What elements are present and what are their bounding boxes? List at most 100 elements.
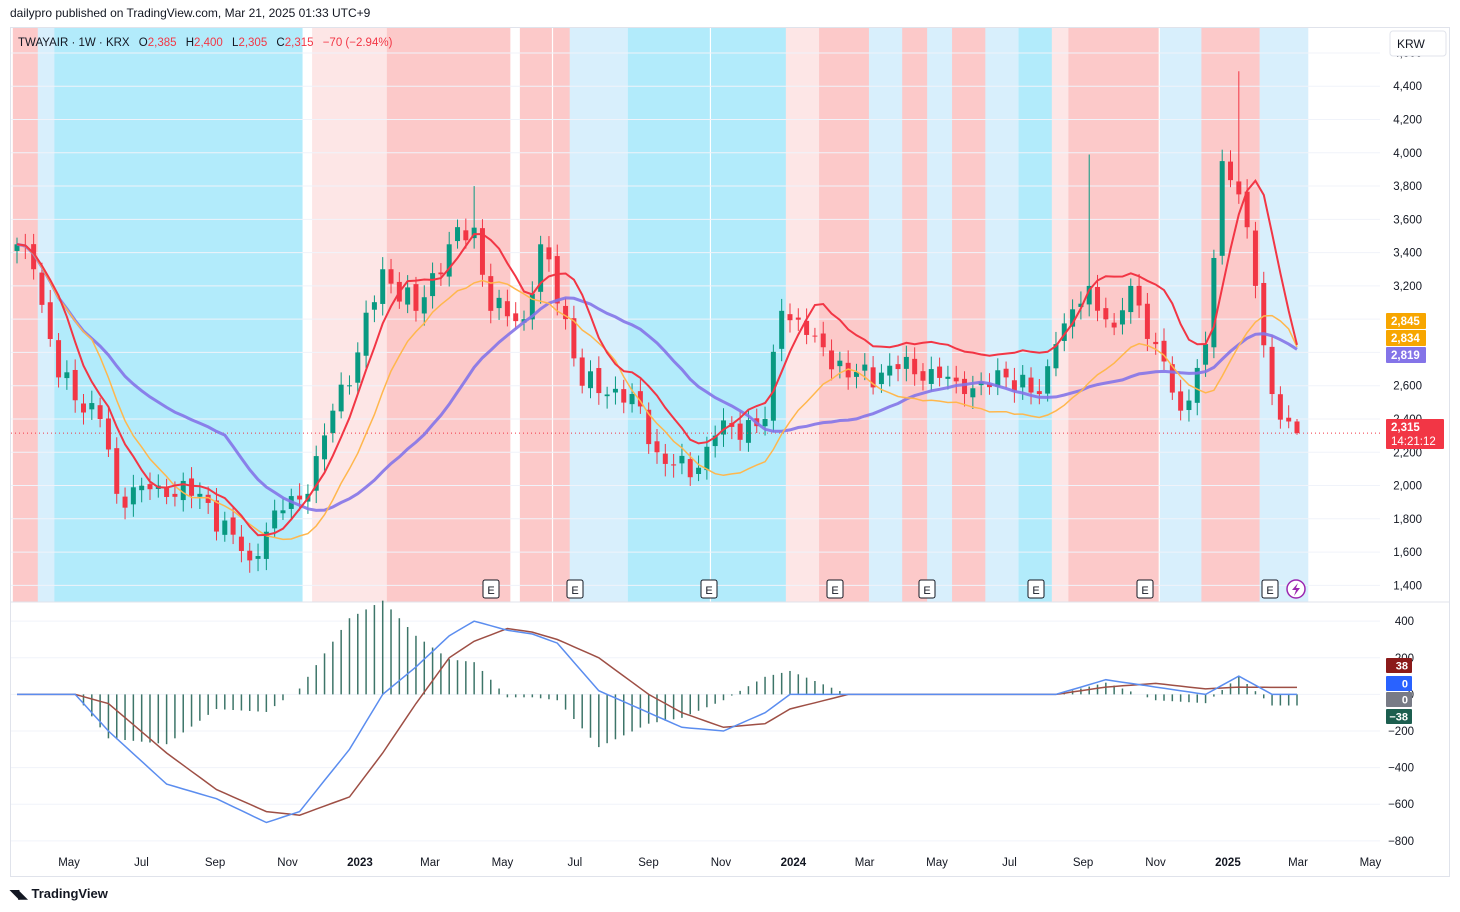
candles — [11, 71, 1380, 573]
macd-tick-label: −200 — [1388, 726, 1414, 738]
candle-body — [895, 364, 901, 370]
candle-body — [1161, 340, 1167, 362]
candle-body — [878, 372, 884, 385]
countdown-label: 14:21:12 — [1391, 436, 1436, 448]
candle-body — [72, 369, 78, 401]
currency-label: KRW — [1397, 37, 1425, 51]
candle-body — [770, 351, 776, 421]
candle-body — [263, 531, 269, 559]
candle-body — [1144, 303, 1150, 339]
earnings-label: E — [1141, 585, 1148, 597]
macd-tick-label: −600 — [1388, 799, 1414, 811]
candle-body — [272, 510, 278, 529]
price-badge: 2,845 — [1386, 313, 1426, 329]
candle-body — [721, 420, 726, 435]
time-tick-label: Jul — [1002, 857, 1017, 869]
candle-body — [1020, 374, 1026, 388]
candle-body — [122, 496, 128, 508]
legend-close: 2,315 — [285, 37, 314, 49]
time-tick-label: Nov — [711, 857, 732, 869]
earnings-label: E — [705, 585, 712, 597]
candle-body — [496, 297, 502, 309]
candle-body — [1236, 181, 1242, 195]
candle-body — [762, 418, 768, 427]
earnings-label: E — [831, 585, 838, 597]
price-badge-label: 2,834 — [1391, 333, 1420, 345]
macd-signal-line — [17, 627, 1297, 816]
candle-body — [671, 464, 677, 466]
candle-body — [1194, 367, 1200, 403]
price-tick-label: 4,400 — [1393, 81, 1422, 93]
signal-zone — [819, 28, 877, 602]
candle-body — [213, 500, 219, 532]
candle-body — [538, 244, 544, 292]
price-tick-label: 3,800 — [1393, 181, 1422, 193]
candle-body — [679, 455, 685, 464]
signal-zone — [54, 28, 303, 602]
price-tick-label: 3,400 — [1393, 248, 1422, 260]
candle-body — [64, 372, 70, 379]
candle-body — [413, 284, 419, 311]
candle-body — [438, 272, 444, 275]
legend-symbol: TWAYAIR · 1W · KRX — [18, 37, 130, 49]
currency-button[interactable]: KRW — [1389, 30, 1447, 57]
candle-body — [14, 244, 20, 251]
legend-open-label: O — [139, 37, 148, 49]
candle-body — [1153, 341, 1159, 345]
candle-body — [937, 366, 943, 378]
price-tick-label: 2,000 — [1393, 481, 1422, 493]
candle-body — [646, 409, 652, 445]
candle-body — [970, 388, 976, 398]
candle-body — [205, 494, 211, 503]
candle-body — [164, 487, 170, 497]
candle-body — [862, 364, 868, 371]
candle-body — [388, 269, 394, 284]
tradingview-footer[interactable]: ◥◣ TradingView — [10, 886, 108, 901]
candle-body — [455, 227, 461, 242]
price-tick-label: 3,600 — [1393, 214, 1422, 226]
candle-body — [687, 459, 693, 478]
candle-body — [1269, 346, 1275, 395]
macd-badge: 38 — [1386, 658, 1412, 673]
candle-body — [945, 376, 951, 379]
price-tick-label: 2,200 — [1393, 447, 1422, 459]
time-tick-label: Nov — [277, 857, 298, 869]
candle-body — [56, 340, 62, 378]
signal-zone — [1201, 28, 1267, 602]
candle-body — [1261, 282, 1267, 346]
time-tick-label: Sep — [638, 857, 658, 869]
earnings-marker: E — [700, 579, 718, 599]
price-badge-label: 2,315 — [1391, 422, 1420, 434]
candle-body — [313, 456, 319, 491]
macd-pane — [17, 600, 1298, 824]
macd-tick-label: −800 — [1388, 836, 1414, 848]
earnings-label: E — [1032, 585, 1039, 597]
svg-text:TWAYAIR · 1W · KRX O2,38: TWAYAIR · 1W · KRX O2,385 H2,400 L2,305 … — [18, 37, 393, 49]
time-tick-label: Sep — [1073, 857, 1093, 869]
earnings-marker: E — [482, 579, 500, 599]
time-tick-label: May — [58, 857, 80, 869]
legend-close-label: C — [276, 37, 284, 49]
legend-open: 2,385 — [148, 37, 177, 49]
time-tick-label: Jul — [134, 857, 149, 869]
candle-body — [172, 493, 178, 497]
chart-frame — [10, 27, 1450, 877]
candle-body — [804, 320, 810, 335]
macd-badge: 0 — [1386, 676, 1412, 691]
time-tick-label: Sep — [205, 857, 225, 869]
candle-body — [812, 335, 818, 337]
signal-zone — [1259, 28, 1309, 602]
candle-body — [1095, 286, 1101, 311]
candle-body — [1128, 285, 1134, 313]
candle-body — [255, 556, 261, 559]
ma-mid-line — [16, 243, 1298, 541]
candle-body — [147, 484, 153, 490]
earnings-label: E — [571, 585, 578, 597]
time-tick-label: 2023 — [347, 857, 373, 869]
candle-body — [97, 405, 103, 419]
candle-body — [1219, 161, 1225, 256]
candle-body — [130, 487, 136, 505]
signal-zone — [519, 28, 552, 602]
